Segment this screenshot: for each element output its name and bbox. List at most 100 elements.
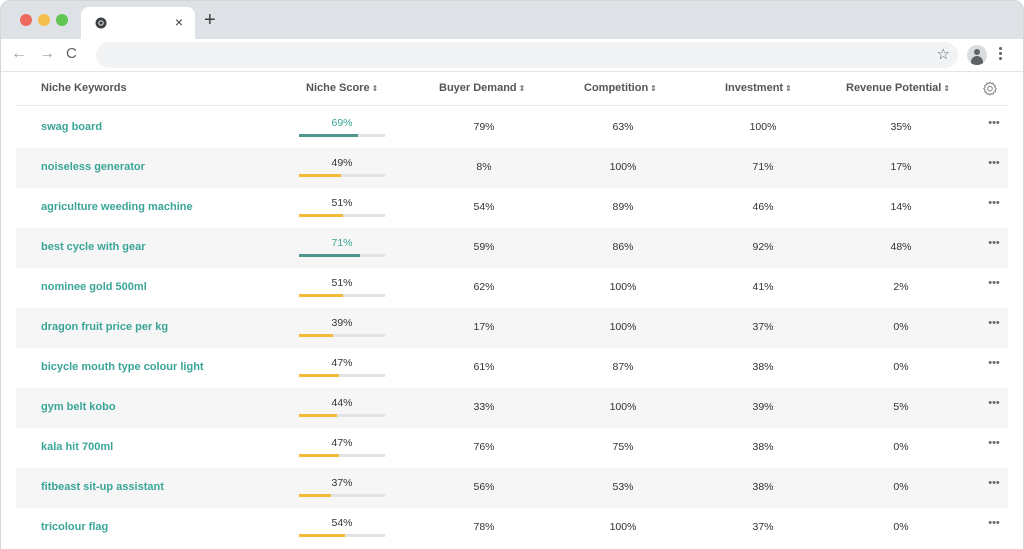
table-row[interactable]: bicycle mouth type colour light 47% 61% …: [16, 348, 1008, 388]
niche-score: 44%: [299, 395, 385, 421]
niche-score: 47%: [299, 355, 385, 381]
table-row[interactable]: kala hit 700ml 47% 76% 75% 38% 0% •••: [16, 428, 1008, 468]
investment-value: 37%: [752, 521, 774, 533]
close-tab-button[interactable]: ×: [174, 14, 183, 30]
keyword-link[interactable]: noiseless generator: [41, 161, 145, 173]
column-header-buyer-demand[interactable]: Buyer Demand ⇕: [439, 82, 525, 94]
table-row[interactable]: swag board 69% 79% 63% 100% 35% •••: [16, 108, 1008, 148]
niche-score-bar: [299, 214, 385, 217]
niche-score-value: 51%: [331, 197, 353, 209]
table-row[interactable]: fitbeast sit-up assistant 37% 56% 53% 38…: [16, 468, 1008, 508]
close-window-button[interactable]: [20, 14, 32, 26]
competition-value: 75%: [612, 441, 634, 453]
niche-score-fill: [299, 174, 342, 177]
column-header-revenue-potential[interactable]: Revenue Potential ⇕: [846, 82, 950, 94]
more-options-icon[interactable]: •••: [988, 477, 1000, 489]
minimize-window-button[interactable]: [38, 14, 50, 26]
niche-score-value: 47%: [331, 357, 353, 369]
more-options-icon[interactable]: •••: [988, 437, 1000, 449]
keyword-link[interactable]: tricolour flag: [41, 521, 109, 533]
gear-icon[interactable]: [982, 81, 998, 97]
competition-value: 100%: [609, 281, 637, 293]
column-header-investment[interactable]: Investment ⇕: [725, 82, 792, 94]
keyword-link[interactable]: best cycle with gear: [41, 241, 146, 253]
table-row[interactable]: best cycle with gear 71% 59% 86% 92% 48%…: [16, 228, 1008, 268]
column-header-niche-score[interactable]: Niche Score ⇕: [306, 82, 378, 94]
table-row[interactable]: tricolour flag 54% 78% 100% 37% 0% •••: [16, 508, 1008, 548]
new-tab-button[interactable]: +: [204, 9, 216, 31]
niche-score-bar: [299, 454, 385, 457]
sort-icon[interactable]: ⇕: [518, 84, 526, 93]
niche-score-value: 69%: [331, 117, 353, 129]
column-label: Investment: [725, 82, 784, 94]
keyword-link[interactable]: dragon fruit price per kg: [41, 321, 169, 333]
more-options-icon[interactable]: •••: [988, 277, 1000, 289]
more-options-icon[interactable]: •••: [988, 397, 1000, 409]
competition-value: 87%: [612, 361, 634, 373]
niche-score-bar: [299, 414, 385, 417]
sort-icon[interactable]: ⇕: [650, 84, 657, 93]
more-options-icon[interactable]: •••: [988, 357, 1000, 369]
column-header-keywords[interactable]: Niche Keywords: [41, 82, 127, 94]
browser-tab[interactable]: ×: [81, 7, 195, 39]
niche-score-fill: [299, 214, 343, 217]
investment-value: 100%: [749, 121, 777, 133]
buyer-demand-value: 59%: [473, 241, 495, 253]
forward-button[interactable]: →: [39, 45, 55, 62]
table-row[interactable]: noiseless generator 49% 8% 100% 71% 17% …: [16, 148, 1008, 188]
keyword-link[interactable]: gym belt kobo: [41, 401, 116, 413]
revenue-potential-value: 0%: [893, 521, 909, 533]
more-options-icon[interactable]: •••: [988, 157, 1000, 169]
sort-icon[interactable]: ⇕: [371, 84, 379, 93]
table-row[interactable]: gym belt kobo 44% 33% 100% 39% 5% •••: [16, 388, 1008, 428]
niche-score-fill: [299, 374, 340, 377]
keyword-link[interactable]: swag board: [41, 121, 103, 133]
more-options-icon[interactable]: •••: [988, 197, 1000, 209]
niche-score-fill: [299, 134, 359, 137]
niche-score: 51%: [299, 275, 385, 301]
table-row[interactable]: nominee gold 500ml 51% 62% 100% 41% 2% •…: [16, 268, 1008, 308]
competition-value: 100%: [609, 401, 637, 413]
investment-value: 46%: [752, 201, 774, 213]
niche-score: 39%: [299, 315, 385, 341]
sort-icon[interactable]: ⇕: [943, 84, 951, 93]
star-icon[interactable]: ☆: [936, 46, 950, 63]
column-label: Niche Score: [306, 82, 370, 94]
keyword-link[interactable]: kala hit 700ml: [41, 441, 114, 453]
table-header: Niche Keywords Niche Score ⇕ Buyer Demand…: [16, 72, 1008, 106]
more-options-icon[interactable]: •••: [988, 117, 1000, 129]
buyer-demand-value: 61%: [473, 361, 495, 373]
revenue-potential-value: 5%: [893, 401, 909, 413]
more-options-icon[interactable]: •••: [988, 237, 1000, 249]
niche-table: Niche Keywords Niche Score ⇕ Buyer Demand…: [1, 72, 1023, 549]
buyer-demand-value: 62%: [473, 281, 495, 293]
revenue-potential-value: 48%: [890, 241, 912, 253]
more-options-icon[interactable]: •••: [988, 517, 1000, 529]
keyword-link[interactable]: nominee gold 500ml: [41, 281, 147, 293]
kebab-menu-icon[interactable]: [999, 45, 1003, 65]
column-header-competition[interactable]: Competition ⇕: [584, 82, 657, 94]
table-row[interactable]: agriculture weeding machine 51% 54% 89% …: [16, 188, 1008, 228]
back-button[interactable]: ←: [11, 45, 27, 62]
keyword-link[interactable]: fitbeast sit-up assistant: [41, 481, 164, 493]
revenue-potential-value: 0%: [893, 321, 909, 333]
niche-score-fill: [299, 254, 361, 257]
investment-value: 37%: [752, 321, 774, 333]
reload-button[interactable]: C: [66, 45, 77, 62]
address-bar[interactable]: ☆: [96, 42, 958, 68]
maximize-window-button[interactable]: [56, 14, 68, 26]
keyword-link[interactable]: agriculture weeding machine: [41, 201, 193, 213]
table-row[interactable]: dragon fruit price per kg 39% 17% 100% 3…: [16, 308, 1008, 348]
more-options-icon[interactable]: •••: [988, 317, 1000, 329]
niche-score-value: 44%: [331, 397, 353, 409]
chrome-icon: [95, 17, 107, 29]
keyword-link[interactable]: bicycle mouth type colour light: [41, 361, 204, 373]
tab-bar: × +: [1, 1, 1023, 39]
niche-score-value: 54%: [331, 517, 353, 529]
niche-score-bar: [299, 174, 385, 177]
buyer-demand-value: 8%: [476, 161, 492, 173]
account-icon[interactable]: [967, 45, 987, 65]
niche-score-bar: [299, 534, 385, 537]
competition-value: 63%: [612, 121, 634, 133]
sort-icon[interactable]: ⇕: [785, 84, 792, 93]
